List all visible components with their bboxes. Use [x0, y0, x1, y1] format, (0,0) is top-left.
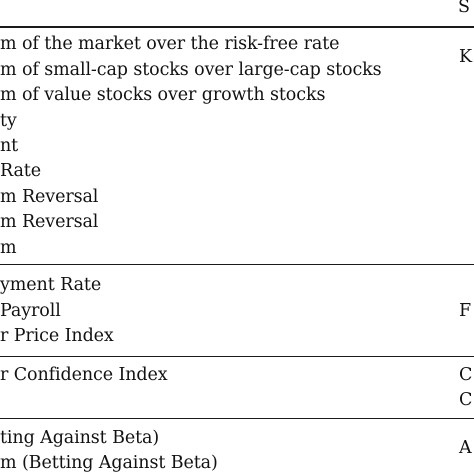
row-label: m of the market over the risk-free rate [0, 34, 340, 54]
row-label: m [0, 238, 17, 258]
section-source: C [459, 390, 473, 410]
row-label: ty [0, 111, 17, 131]
header-rule [0, 26, 474, 28]
row-label: r Price Index [0, 326, 114, 346]
row-label: r Confidence Index [0, 365, 168, 385]
section-source: C [459, 365, 473, 385]
section-rule [0, 356, 474, 357]
row-label: m Reversal [0, 212, 99, 232]
section-source: F [459, 301, 472, 321]
row-label: m Reversal [0, 187, 99, 207]
row-label: yment Rate [0, 275, 102, 295]
section-source: A [459, 438, 472, 458]
section-rule [0, 264, 474, 265]
row-label: Rate [0, 161, 42, 181]
row-label: m of value stocks over growth stocks [0, 85, 326, 105]
row-label: ting Against Beta) [0, 428, 160, 448]
section-rule [0, 418, 474, 419]
section-source: K [459, 47, 472, 67]
header-source: S [458, 0, 470, 17]
row-label: Payroll [0, 301, 61, 321]
row-label: m (Betting Against Beta) [0, 453, 218, 473]
row-label: m of small-cap stocks over large-cap sto… [0, 60, 382, 80]
row-label: nt [0, 136, 19, 156]
